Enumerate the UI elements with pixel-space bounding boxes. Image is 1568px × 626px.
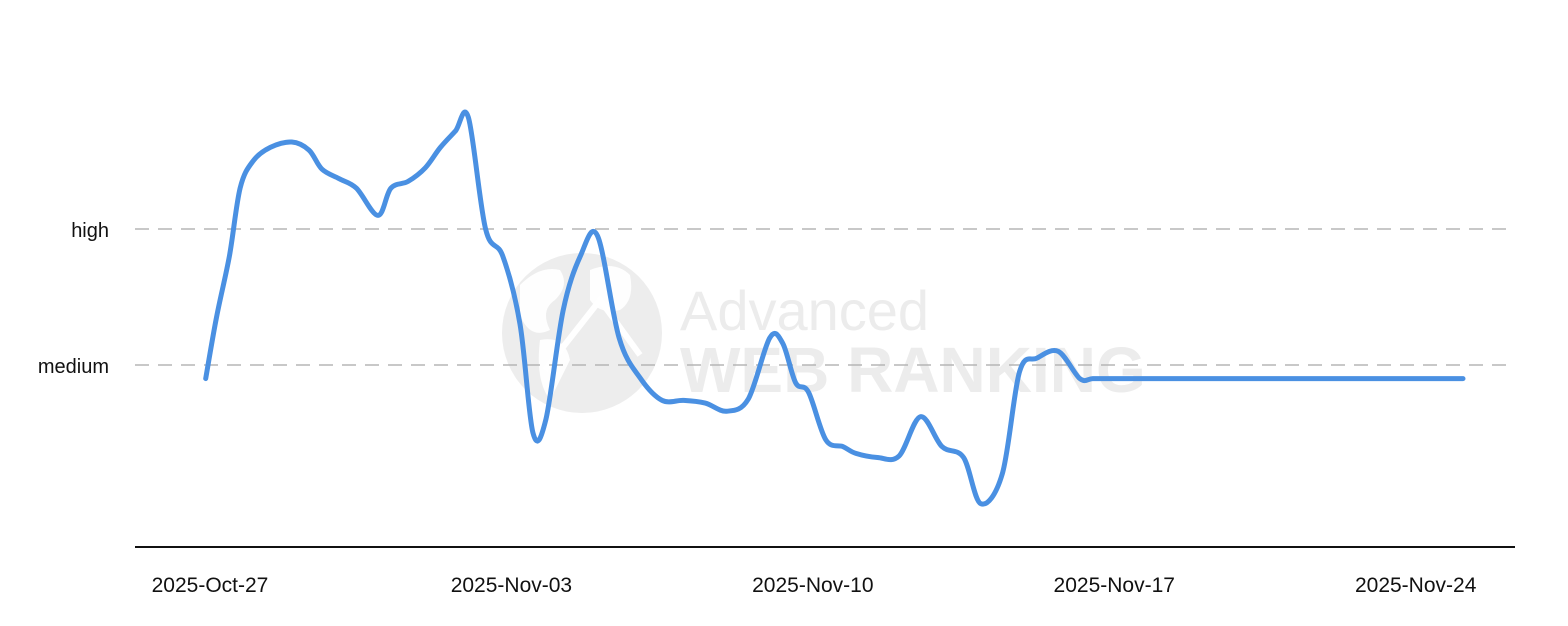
- x-tick-label: 2025-Nov-17: [1054, 574, 1175, 597]
- watermark-mountain-icon: [542, 295, 643, 372]
- x-tick-labels: 2025-Oct-27 2025-Nov-03 2025-Nov-10 2025-No…: [152, 574, 1477, 597]
- watermark: Advanced WEB RANKING: [502, 253, 1146, 413]
- x-tick-label: 2025-Nov-10: [752, 574, 873, 597]
- x-tick-label: 2025-Nov-24: [1355, 574, 1477, 597]
- watermark-text-line1: Advanced: [680, 279, 929, 342]
- y-tick-label-high: high: [71, 220, 109, 242]
- x-tick-label: 2025-Nov-03: [451, 574, 572, 597]
- y-tick-label-medium: medium: [38, 356, 109, 378]
- x-tick-label: 2025-Oct-27: [152, 574, 269, 597]
- series-line: [203, 109, 1466, 507]
